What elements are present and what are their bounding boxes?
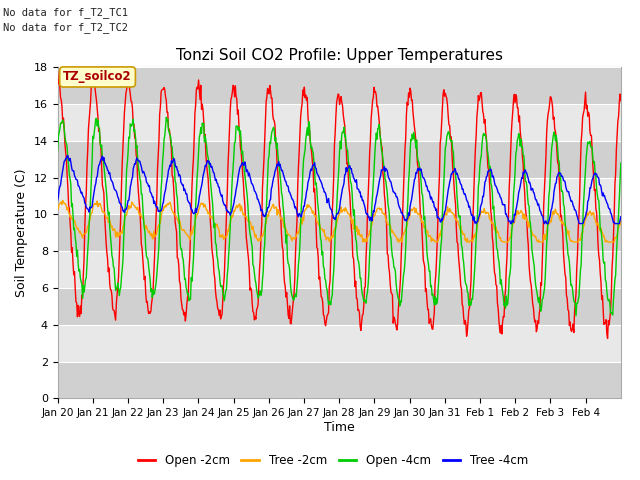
Bar [58,178,621,215]
X-axis label: Time: Time [324,421,355,434]
Text: No data for f_T2_TC1: No data for f_T2_TC1 [3,7,128,18]
Bar [58,141,621,178]
Legend: Open -2cm, Tree -2cm, Open -4cm, Tree -4cm: Open -2cm, Tree -2cm, Open -4cm, Tree -4… [133,449,532,472]
Bar [58,67,621,104]
Text: TZ_soilco2: TZ_soilco2 [63,71,132,84]
Bar [58,361,621,398]
Bar [58,251,621,288]
Title: Tonzi Soil CO2 Profile: Upper Temperatures: Tonzi Soil CO2 Profile: Upper Temperatur… [176,48,502,63]
Y-axis label: Soil Temperature (C): Soil Temperature (C) [15,168,28,297]
Bar [58,215,621,251]
Bar [58,325,621,361]
Text: No data for f_T2_TC2: No data for f_T2_TC2 [3,22,128,33]
Bar [58,288,621,325]
Bar [58,104,621,141]
